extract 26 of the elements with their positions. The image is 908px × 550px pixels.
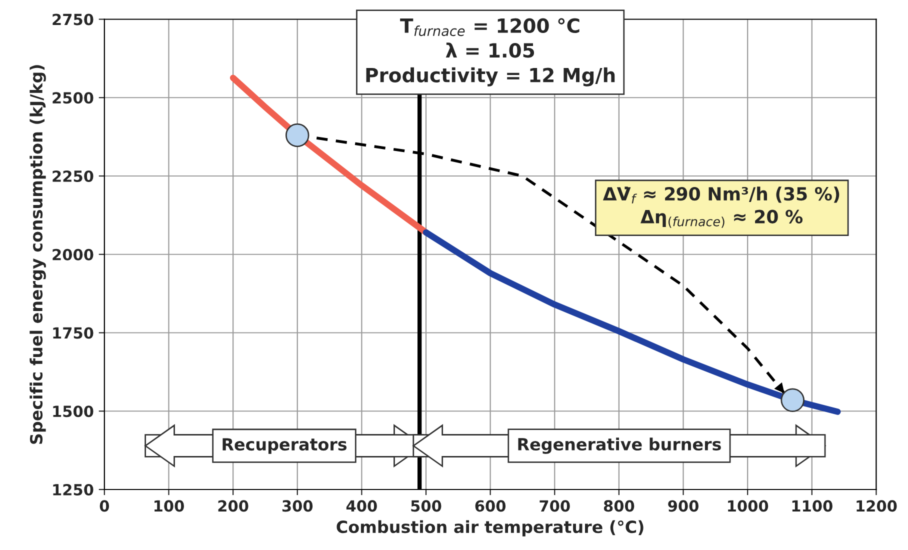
annotation: Recuperators (222, 438, 347, 454)
x-tick-label: 800 (604, 500, 634, 512)
x-tick-label: 500 (411, 500, 442, 512)
x-tick-label: 400 (346, 500, 377, 512)
x-tick-label: 300 (282, 500, 313, 512)
y-axis-title: Specific fuel energy consumption (kJ/kg) (30, 65, 46, 444)
annotation: T$_{furnace}$ = 1200 °C λ = 1.05 Productivity = 12 Mg/h (366, 18, 615, 86)
annotation: Regenerative burners (518, 438, 721, 454)
y-tick-label: 1250 (53, 484, 94, 496)
y-tick-label: 2750 (52, 14, 94, 26)
x-tick-label: 1200 (856, 500, 897, 512)
y-tick-label: 2000 (52, 248, 94, 260)
y-tick-label: 1500 (53, 406, 94, 418)
y-tick-label: 1750 (53, 327, 94, 339)
x-tick-label: 900 (668, 500, 698, 512)
x-tick-label: 600 (475, 500, 506, 512)
x-tick-label: 200 (218, 500, 248, 512)
x-tick-label: 0 (100, 500, 110, 512)
x-tick-label: 1100 (792, 500, 832, 512)
x-tick-label: 1000 (728, 500, 768, 512)
x-axis-title: Combustion air temperature (°C) (336, 520, 644, 536)
y-tick-label: 2250 (52, 170, 94, 182)
x-tick-label: 100 (154, 500, 184, 512)
x-tick-label: 700 (540, 500, 570, 512)
annotation: ΔV̇$_{f}$ ≈ 290 Nm³/h (35 %) Δη$_{(furnace)}$ ≈ 20 % (602, 186, 840, 228)
y-tick-label: 2500 (52, 92, 94, 104)
